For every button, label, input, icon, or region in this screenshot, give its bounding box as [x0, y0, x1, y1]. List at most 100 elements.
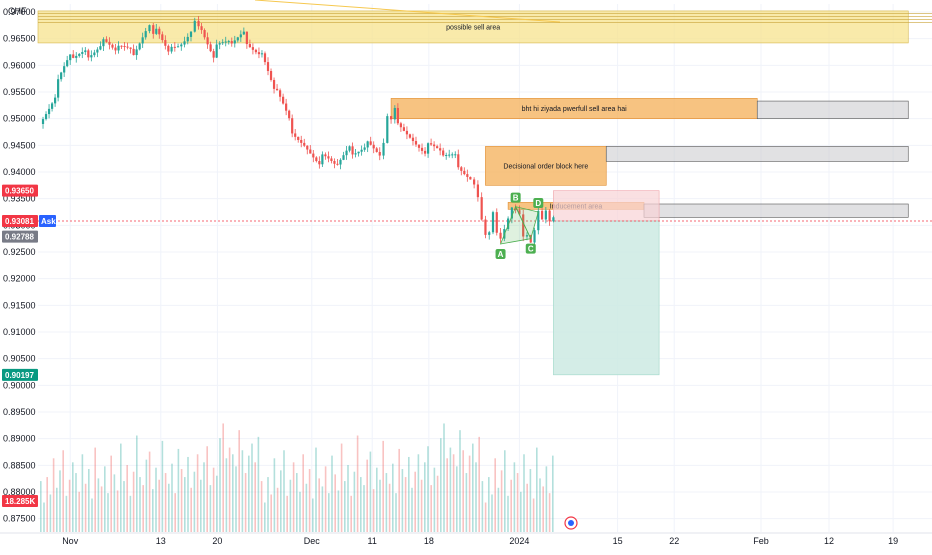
candle-body — [245, 31, 248, 45]
volume-bar — [392, 463, 394, 532]
volume-bar — [452, 454, 455, 532]
candle-body — [327, 156, 330, 159]
short-stop-zone[interactable] — [553, 190, 660, 222]
candle-body — [297, 136, 300, 140]
candle-body — [203, 30, 206, 38]
candle-body — [105, 39, 108, 42]
price-tag-label: 0.90197 — [5, 371, 34, 380]
short-target-zone[interactable] — [553, 220, 660, 376]
inducement-area-ext[interactable] — [643, 203, 909, 218]
candle-body — [158, 28, 161, 35]
candle-body — [164, 40, 167, 46]
volume-bar — [404, 477, 407, 532]
candle-body — [224, 41, 227, 43]
pattern-point-c-marker[interactable] — [525, 243, 536, 254]
grid-lines — [38, 4, 932, 532]
volume-layer — [40, 423, 554, 532]
powerful-sell-area-ext[interactable] — [756, 100, 909, 119]
candle-body — [47, 108, 51, 115]
volume-bar — [142, 485, 144, 532]
volume-bar — [276, 487, 279, 532]
y-tick-label: 0.92000 — [3, 274, 36, 284]
volume-bar — [363, 485, 365, 532]
ask-tag-label: Ask — [41, 217, 56, 226]
candle-body — [215, 44, 218, 58]
volume-bar — [152, 489, 154, 532]
pattern-point-a-marker[interactable] — [495, 249, 506, 259]
volume-bar — [225, 458, 228, 532]
y-tick-label: 0.93500 — [3, 194, 36, 204]
candle-body — [300, 139, 303, 143]
volume-bar — [318, 478, 320, 532]
candle-body — [420, 147, 424, 151]
volume-bar — [72, 462, 74, 532]
volume-bar — [286, 495, 288, 532]
powerful-sell-area-label: bht hi ziyada pwerfull sell area hai — [522, 106, 628, 113]
candle-body — [351, 146, 354, 155]
candle-body — [155, 28, 158, 34]
pattern-bcd[interactable] — [514, 206, 539, 240]
candle-body — [460, 167, 463, 171]
candle-body — [324, 154, 327, 157]
volume-bar — [548, 493, 551, 532]
candle-body — [540, 210, 544, 220]
volume-bar — [424, 462, 426, 532]
candle-body — [366, 141, 369, 148]
candle-body — [200, 26, 203, 31]
candle-body — [183, 41, 186, 45]
volume-bar — [552, 455, 554, 532]
candle-body — [345, 150, 348, 156]
volume-bar — [331, 455, 333, 532]
candle-body — [312, 153, 315, 158]
volume-bar — [136, 435, 138, 532]
candle-body — [44, 114, 48, 120]
volume-bar — [296, 473, 298, 532]
candle-body — [495, 212, 498, 233]
candle-body — [457, 154, 460, 168]
trend-line[interactable] — [254, 0, 561, 23]
x-tick-label: 15 — [613, 536, 623, 546]
y-tick-label: 0.97000 — [3, 7, 36, 17]
volume-bar — [315, 447, 317, 532]
candle-body — [537, 210, 540, 231]
x-tick-label: Nov — [62, 536, 79, 546]
candle-body — [102, 39, 105, 47]
x-tick-label: 22 — [669, 536, 679, 546]
pattern-layer: A B C D — [495, 192, 544, 259]
volume-bar — [193, 471, 196, 532]
candle-body — [548, 210, 551, 222]
candle-body — [197, 20, 200, 27]
candle-body — [50, 103, 54, 109]
candle-body — [378, 151, 381, 156]
pattern-point-b-marker[interactable] — [510, 192, 521, 203]
y-tick-label: 0.90000 — [3, 380, 36, 390]
volume-bar — [216, 475, 218, 532]
volume-bar — [209, 485, 212, 532]
candle-body — [448, 154, 451, 156]
candle-body — [78, 53, 81, 56]
volume-bar — [504, 450, 506, 532]
price-tag-label: 0.93081 — [5, 217, 34, 226]
candle-body — [123, 46, 126, 48]
decisional-order-block[interactable] — [485, 146, 607, 186]
symbol-label: CHF — [8, 6, 27, 16]
y-tick-label: 0.91500 — [3, 300, 36, 310]
y-tick-label: 0.89500 — [3, 407, 36, 417]
volume-bar — [520, 491, 522, 532]
volume-bar — [292, 462, 295, 532]
candle-body — [463, 170, 466, 175]
candle-body — [173, 46, 176, 48]
volume-bar — [283, 450, 285, 532]
decisional-order-block-ext[interactable] — [605, 146, 909, 162]
pattern-point-d-marker[interactable] — [533, 198, 544, 208]
volume-bar — [68, 479, 71, 532]
y-tick-label: 0.90500 — [3, 354, 36, 364]
candle-body — [84, 50, 87, 53]
candle-body — [339, 159, 342, 165]
volume-bar — [372, 489, 375, 532]
volume-bar — [308, 469, 311, 532]
volume-bar — [395, 493, 397, 532]
candle-body — [87, 50, 90, 58]
